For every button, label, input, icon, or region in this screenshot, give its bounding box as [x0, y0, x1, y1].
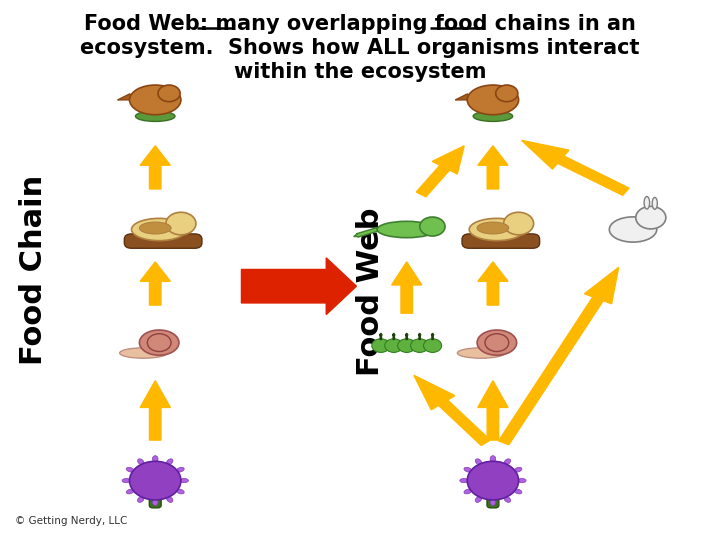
Ellipse shape: [477, 330, 517, 355]
Circle shape: [467, 461, 518, 500]
FancyArrow shape: [392, 333, 395, 340]
FancyArrow shape: [431, 333, 434, 340]
Circle shape: [420, 217, 445, 236]
FancyArrow shape: [522, 140, 629, 195]
Ellipse shape: [377, 221, 436, 238]
Ellipse shape: [464, 467, 472, 472]
Circle shape: [636, 206, 666, 229]
Circle shape: [503, 212, 534, 235]
Ellipse shape: [609, 217, 657, 242]
Ellipse shape: [473, 111, 513, 122]
Ellipse shape: [122, 478, 130, 483]
Ellipse shape: [652, 198, 657, 210]
Ellipse shape: [120, 348, 167, 358]
FancyArrow shape: [117, 94, 141, 100]
Ellipse shape: [477, 222, 509, 234]
FancyArrow shape: [414, 375, 490, 445]
Ellipse shape: [518, 478, 526, 483]
Ellipse shape: [166, 496, 173, 502]
FancyArrow shape: [140, 381, 171, 440]
FancyArrow shape: [418, 333, 421, 340]
Circle shape: [384, 339, 402, 353]
FancyArrow shape: [405, 333, 408, 340]
Ellipse shape: [130, 85, 181, 115]
Ellipse shape: [135, 111, 175, 122]
Circle shape: [423, 339, 441, 353]
FancyArrow shape: [478, 262, 508, 305]
Ellipse shape: [490, 499, 496, 505]
Ellipse shape: [176, 489, 184, 494]
FancyArrow shape: [140, 146, 171, 189]
Ellipse shape: [644, 197, 649, 209]
Ellipse shape: [153, 456, 158, 462]
FancyArrow shape: [478, 146, 508, 189]
Ellipse shape: [166, 459, 173, 465]
Ellipse shape: [514, 489, 522, 494]
Ellipse shape: [467, 85, 518, 115]
Ellipse shape: [475, 459, 482, 465]
Ellipse shape: [140, 330, 179, 355]
Text: within the ecosystem: within the ecosystem: [234, 62, 486, 82]
FancyBboxPatch shape: [125, 234, 202, 248]
Circle shape: [158, 85, 180, 102]
Ellipse shape: [126, 467, 134, 472]
Ellipse shape: [132, 218, 187, 241]
FancyArrow shape: [455, 94, 479, 100]
Ellipse shape: [504, 496, 510, 502]
Ellipse shape: [464, 489, 472, 494]
FancyBboxPatch shape: [149, 478, 161, 508]
FancyArrow shape: [354, 228, 378, 237]
Ellipse shape: [514, 467, 522, 472]
Ellipse shape: [176, 467, 184, 472]
Ellipse shape: [180, 478, 189, 483]
FancyArrow shape: [379, 333, 382, 340]
FancyArrow shape: [498, 267, 618, 445]
Ellipse shape: [490, 456, 496, 462]
FancyBboxPatch shape: [487, 478, 499, 508]
Circle shape: [166, 212, 196, 235]
Text: © Getting Nerdy, LLC: © Getting Nerdy, LLC: [15, 516, 127, 526]
Circle shape: [410, 339, 428, 353]
Ellipse shape: [504, 459, 510, 465]
Text: Food Chain: Food Chain: [19, 175, 48, 365]
Ellipse shape: [138, 496, 144, 502]
Circle shape: [495, 85, 518, 102]
Ellipse shape: [457, 348, 505, 358]
Circle shape: [372, 339, 390, 353]
Text: Food Web: many overlapping food chains in an: Food Web: many overlapping food chains i…: [84, 14, 636, 33]
Ellipse shape: [140, 222, 171, 234]
Text: Food Web: Food Web: [356, 207, 385, 376]
Ellipse shape: [469, 218, 525, 241]
FancyBboxPatch shape: [462, 234, 539, 248]
FancyArrow shape: [140, 262, 171, 305]
Text: ecosystem.  Shows how ALL organisms interact: ecosystem. Shows how ALL organisms inter…: [80, 38, 640, 58]
Circle shape: [130, 461, 181, 500]
FancyArrow shape: [241, 258, 356, 314]
FancyArrow shape: [478, 381, 508, 440]
FancyArrow shape: [392, 262, 422, 313]
FancyArrow shape: [416, 146, 464, 197]
Ellipse shape: [460, 478, 468, 483]
Ellipse shape: [475, 496, 482, 502]
Ellipse shape: [126, 489, 134, 494]
Ellipse shape: [153, 499, 158, 505]
Ellipse shape: [138, 459, 144, 465]
Circle shape: [397, 339, 415, 353]
